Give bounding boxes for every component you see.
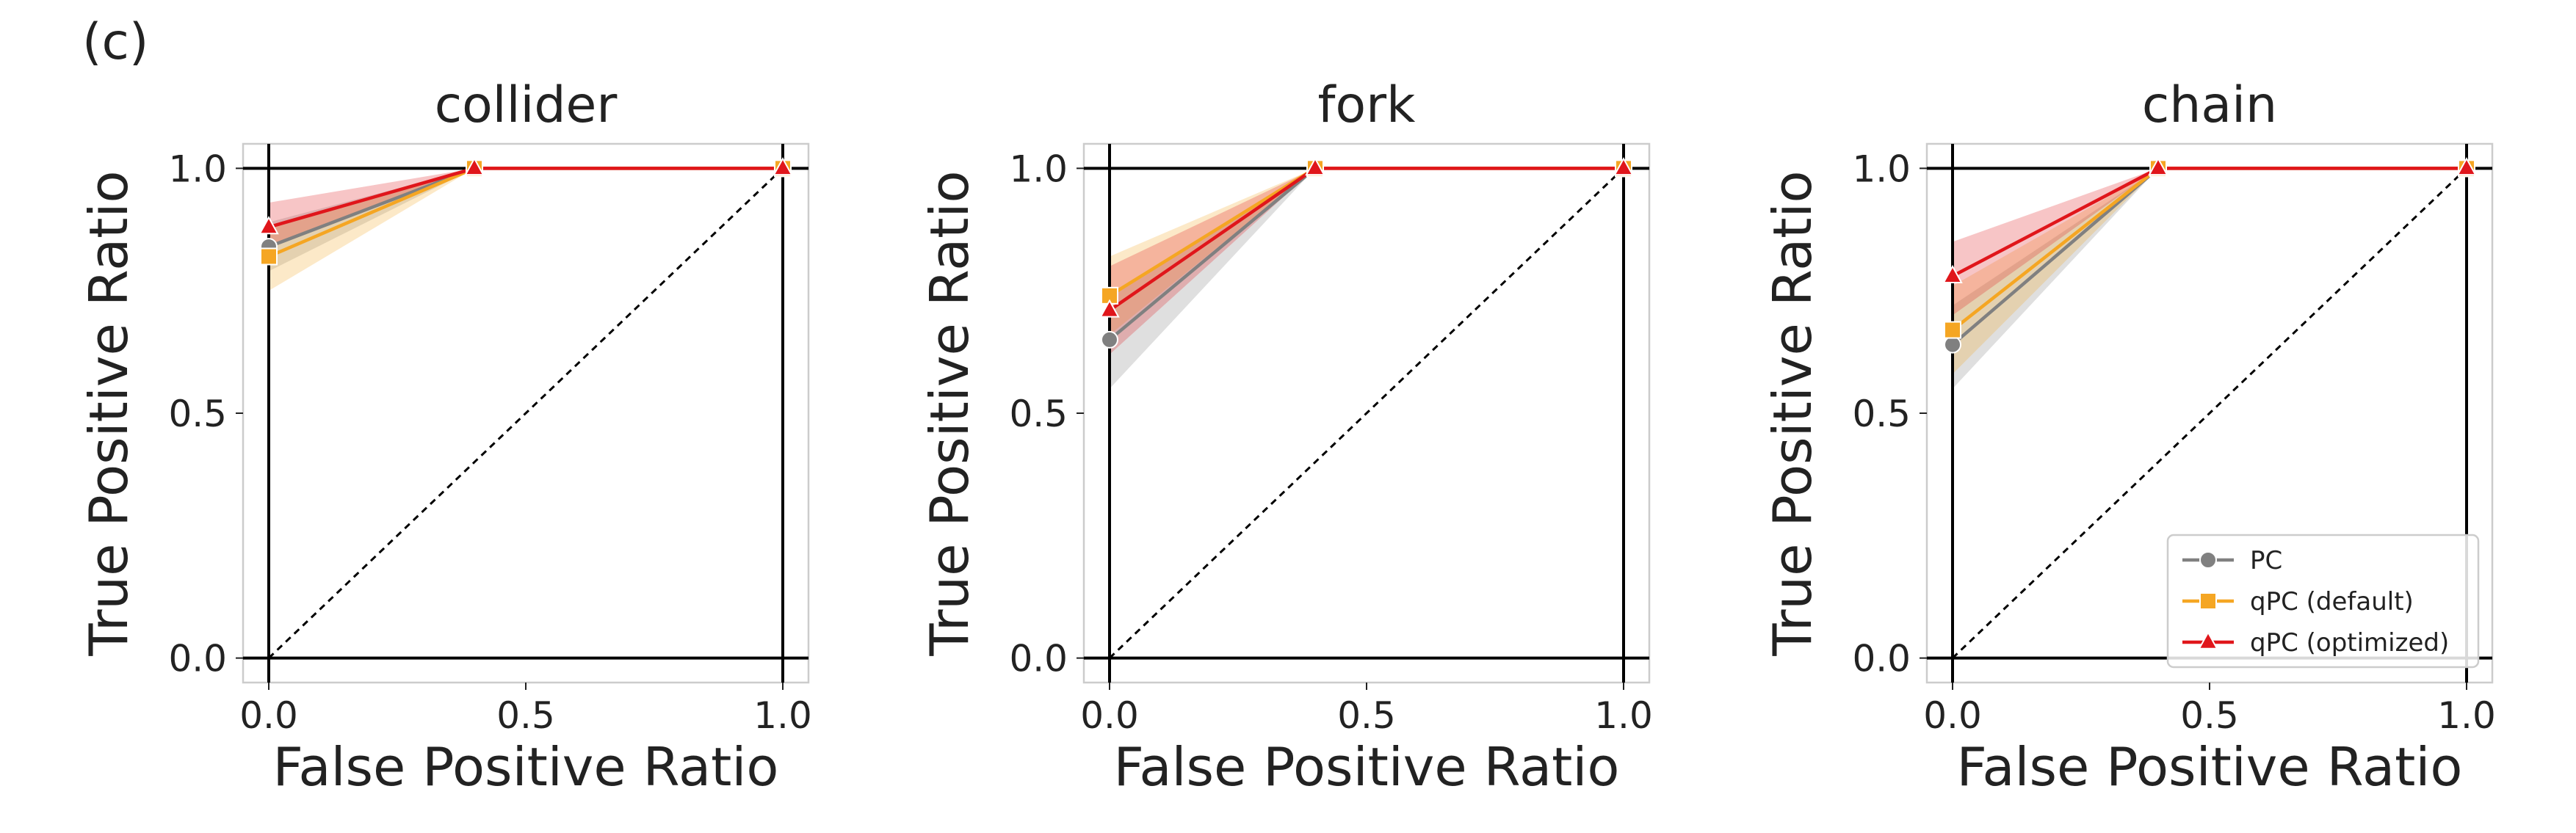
marker xyxy=(1099,299,1120,318)
y-tick-label: 0.5 xyxy=(1852,393,1911,435)
y-tick-label: 0.5 xyxy=(168,393,227,435)
marker xyxy=(2199,592,2217,610)
chart-panel: chain False Positive Ratio True Positive R… xyxy=(1762,76,2496,798)
legend: PC qPC (default) qPC (optimized) xyxy=(2166,534,2480,669)
chart-title: fork xyxy=(1318,76,1417,134)
marker xyxy=(1942,264,1963,283)
chart-title: chain xyxy=(2142,76,2277,134)
marker xyxy=(1101,330,1118,349)
x-tick-label: 0.5 xyxy=(496,694,555,737)
x-tick-label: 1.0 xyxy=(1594,694,1653,737)
confidence-band xyxy=(269,168,783,272)
chart-title: collider xyxy=(435,76,618,134)
marker xyxy=(1613,157,1634,176)
legend-label: PC xyxy=(2250,546,2282,575)
x-tick-label: 0.0 xyxy=(1923,694,1982,737)
confidence-band xyxy=(269,168,783,247)
y-axis-label: True Positive Ratio xyxy=(919,170,980,656)
confidence-band xyxy=(1110,168,1624,354)
y-axis-label: True Positive Ratio xyxy=(1762,170,1823,656)
y-tick-label: 0.0 xyxy=(1009,638,1068,680)
marker xyxy=(1944,321,1961,339)
marker xyxy=(1305,157,1325,176)
marker xyxy=(773,157,793,176)
confidence-band xyxy=(1953,168,2467,316)
confidence-band xyxy=(1953,168,2467,389)
x-tick-label: 0.5 xyxy=(2180,694,2239,737)
y-tick-label: 1.0 xyxy=(1852,148,1911,190)
x-axis-label: False Positive Ratio xyxy=(273,736,779,798)
y-tick-label: 1.0 xyxy=(168,148,227,190)
x-tick-label: 0.0 xyxy=(239,694,298,737)
marker xyxy=(2148,157,2168,176)
x-tick-label: 0.0 xyxy=(1080,694,1139,737)
y-tick-label: 0.0 xyxy=(168,638,227,680)
y-tick-label: 0.5 xyxy=(1009,393,1068,435)
chart-panel: fork False Positive Ratio True Positive Ra… xyxy=(919,76,1653,798)
marker xyxy=(2456,157,2477,176)
marker xyxy=(1944,335,1961,354)
confidence-band xyxy=(1110,168,1624,335)
diagonal-reference xyxy=(1108,167,1625,659)
diagonal-reference xyxy=(1951,167,2468,659)
diagonal-reference xyxy=(267,167,784,659)
legend-label: qPC (default) xyxy=(2250,587,2414,616)
x-tick-label: 1.0 xyxy=(2437,694,2496,737)
x-tick-label: 1.0 xyxy=(753,694,812,737)
x-axis-label: False Positive Ratio xyxy=(1957,736,2463,798)
x-axis-label: False Positive Ratio xyxy=(1114,736,1620,798)
y-tick-label: 0.0 xyxy=(1852,638,1911,680)
legend-box xyxy=(2166,534,2480,669)
y-axis-label: True Positive Ratio xyxy=(78,170,140,656)
marker xyxy=(2199,551,2217,569)
panel-label: (c) xyxy=(82,13,148,71)
marker xyxy=(260,247,278,266)
marker xyxy=(464,157,485,176)
y-tick-label: 1.0 xyxy=(1009,148,1068,190)
marker xyxy=(258,216,279,235)
confidence-band xyxy=(1953,168,2467,374)
marker xyxy=(2198,630,2218,650)
confidence-band xyxy=(269,168,783,291)
chart-panel: collider False Positive Ratio True Positiv… xyxy=(78,76,812,798)
legend-label: qPC (optimized) xyxy=(2250,628,2449,658)
x-tick-label: 0.5 xyxy=(1337,694,1396,737)
